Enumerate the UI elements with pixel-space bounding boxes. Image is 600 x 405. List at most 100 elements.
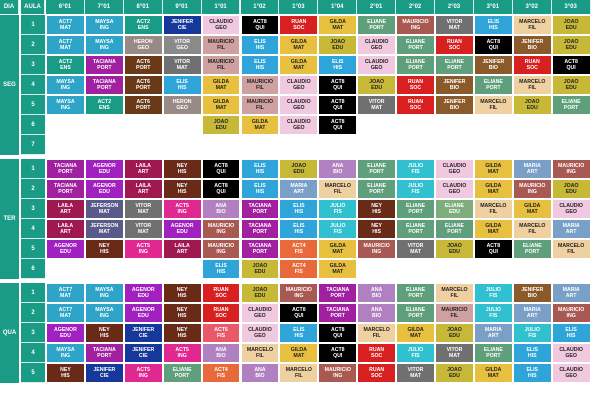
schedule-cell[interactable]: CLAUDIO GEO	[551, 199, 591, 219]
schedule-cell[interactable]: JULIO FIS	[396, 179, 435, 199]
schedule-cell[interactable]: MAYSA ING	[46, 75, 85, 95]
schedule-cell[interactable]: CLAUDIO GEO	[435, 179, 474, 199]
schedule-cell[interactable]: NEY HIS	[162, 159, 202, 179]
schedule-cell[interactable]: CLAUDIO GEO	[279, 95, 319, 115]
schedule-cell[interactable]: MARCELO FIL	[512, 75, 552, 95]
schedule-cell[interactable]: MARCELO FIL	[551, 239, 591, 259]
schedule-cell[interactable]: JOAO EDU	[201, 115, 241, 135]
schedule-cell[interactable]: GILDA MAT	[473, 159, 513, 179]
schedule-cell[interactable]: NEY HIS	[357, 199, 397, 219]
schedule-cell[interactable]: JOAO EDU	[357, 75, 397, 95]
schedule-cell[interactable]: GILDA MAT	[240, 115, 280, 135]
schedule-cell[interactable]: ANA BIO	[240, 363, 280, 383]
schedule-cell[interactable]: MAURICIO FIL	[201, 35, 241, 55]
schedule-cell[interactable]	[46, 259, 85, 279]
schedule-cell[interactable]	[84, 115, 124, 135]
schedule-cell[interactable]: JENIFER CIE	[162, 15, 202, 35]
schedule-cell[interactable]: AGENOR EDU	[84, 159, 124, 179]
schedule-cell[interactable]	[473, 135, 513, 155]
schedule-cell[interactable]	[84, 135, 124, 155]
schedule-cell[interactable]: MAURICIO ING	[551, 159, 591, 179]
schedule-cell[interactable]: ELIS HIS	[240, 35, 280, 55]
schedule-cell[interactable]	[162, 259, 202, 279]
schedule-cell[interactable]: ELIANE PORT	[396, 35, 435, 55]
schedule-cell[interactable]: NEY HIS	[46, 363, 85, 383]
schedule-cell[interactable]	[473, 259, 513, 279]
schedule-cell[interactable]: MARCELO FIL	[473, 95, 513, 115]
schedule-cell[interactable]: MAURICIO ING	[201, 239, 241, 259]
schedule-cell[interactable]: ELIS HIS	[318, 55, 358, 75]
schedule-cell[interactable]: JENIFER BIO	[435, 75, 474, 95]
schedule-cell[interactable]: JENIFER BIO	[512, 283, 552, 303]
schedule-cell[interactable]: ACT8 QUI	[473, 35, 513, 55]
schedule-cell[interactable]: JENIFER BIO	[512, 35, 552, 55]
schedule-cell[interactable]	[46, 135, 85, 155]
schedule-cell[interactable]: ACT6 PORT	[123, 95, 163, 115]
schedule-cell[interactable]: RUAN SOC	[512, 55, 552, 75]
schedule-cell[interactable]: ANA BIO	[357, 303, 397, 323]
schedule-cell[interactable]: GILDA MAT	[201, 95, 241, 115]
schedule-cell[interactable]: JEFERSON MAT	[84, 219, 124, 239]
schedule-cell[interactable]: MAYSA ING	[84, 283, 124, 303]
schedule-cell[interactable]: JOAO EDU	[279, 159, 319, 179]
schedule-cell[interactable]: JOAO EDU	[318, 35, 358, 55]
schedule-cell[interactable]: ACT5 ING	[162, 343, 202, 363]
schedule-cell[interactable]: NEY HIS	[162, 179, 202, 199]
schedule-cell[interactable]: JOAO EDU	[240, 259, 280, 279]
schedule-cell[interactable]: JENIFER BIO	[473, 55, 513, 75]
schedule-cell[interactable]: ELIS HIS	[279, 323, 319, 343]
schedule-cell[interactable]	[357, 259, 397, 279]
schedule-cell[interactable]: GILDA MAT	[396, 323, 435, 343]
schedule-cell[interactable]	[162, 135, 202, 155]
schedule-cell[interactable]: ACT5 ING	[123, 363, 163, 383]
schedule-cell[interactable]: ACT8 QUI	[201, 179, 241, 199]
schedule-cell[interactable]: JOAO EDU	[512, 95, 552, 115]
schedule-cell[interactable]: MARCELO FIL	[240, 343, 280, 363]
schedule-cell[interactable]: ELIS HIS	[512, 363, 552, 383]
schedule-cell[interactable]: TACIANA PORT	[46, 179, 85, 199]
schedule-cell[interactable]	[551, 259, 591, 279]
schedule-cell[interactable]: MAYSA ING	[84, 303, 124, 323]
schedule-cell[interactable]: ACT8 QUI	[473, 239, 513, 259]
schedule-cell[interactable]: VITOR MAT	[396, 363, 435, 383]
schedule-cell[interactable]: VITOR MAT	[435, 15, 474, 35]
schedule-cell[interactable]: TACIANA PORT	[240, 199, 280, 219]
schedule-cell[interactable]: MARIA ART	[512, 303, 552, 323]
schedule-cell[interactable]: ELIS HIS	[240, 159, 280, 179]
schedule-cell[interactable]: JOAO EDU	[551, 179, 591, 199]
schedule-cell[interactable]: CLAUDIO GEO	[279, 75, 319, 95]
schedule-cell[interactable]: LAILA ART	[162, 239, 202, 259]
schedule-cell[interactable]	[396, 259, 435, 279]
schedule-cell[interactable]: JENIFER BIO	[435, 95, 474, 115]
schedule-cell[interactable]	[123, 259, 163, 279]
schedule-cell[interactable]: ELIS HIS	[512, 343, 552, 363]
schedule-cell[interactable]: RUAN SOC	[396, 95, 435, 115]
schedule-cell[interactable]: ANA BIO	[201, 343, 241, 363]
schedule-cell[interactable]: ACT6 FIS	[201, 323, 241, 343]
schedule-cell[interactable]: ACT8 QUI	[318, 323, 358, 343]
schedule-cell[interactable]: TACIANA PORT	[240, 239, 280, 259]
schedule-cell[interactable]: JOAO EDU	[435, 239, 474, 259]
schedule-cell[interactable]: ELIS HIS	[201, 259, 241, 279]
schedule-cell[interactable]: MAURICIO FIL	[201, 55, 241, 75]
schedule-cell[interactable]: MAURICIO ING	[318, 363, 358, 383]
schedule-cell[interactable]	[123, 135, 163, 155]
schedule-cell[interactable]: ELIANE PORT	[396, 55, 435, 75]
schedule-cell[interactable]: GILDA MAT	[201, 75, 241, 95]
schedule-cell[interactable]: MARIA ART	[512, 159, 552, 179]
schedule-cell[interactable]: NEY HIS	[162, 303, 202, 323]
schedule-cell[interactable]: MARCELO FIL	[435, 283, 474, 303]
schedule-cell[interactable]: MAYSA ING	[84, 35, 124, 55]
schedule-cell[interactable]: JOAO EDU	[551, 15, 591, 35]
schedule-cell[interactable]	[473, 115, 513, 135]
schedule-cell[interactable]: HERON GEO	[123, 35, 163, 55]
schedule-cell[interactable]: RUAN SOC	[435, 35, 474, 55]
schedule-cell[interactable]: ACT2 ENS	[84, 95, 124, 115]
schedule-cell[interactable]: ACT7 MAT	[46, 35, 85, 55]
schedule-cell[interactable]: RUAN SOC	[357, 363, 397, 383]
schedule-cell[interactable]: TACIANA PORT	[46, 159, 85, 179]
schedule-cell[interactable]	[201, 135, 241, 155]
schedule-cell[interactable]: MARCELO FIL	[473, 199, 513, 219]
schedule-cell[interactable]: HERON GEO	[162, 95, 202, 115]
schedule-cell[interactable]: ANA BIO	[318, 159, 358, 179]
